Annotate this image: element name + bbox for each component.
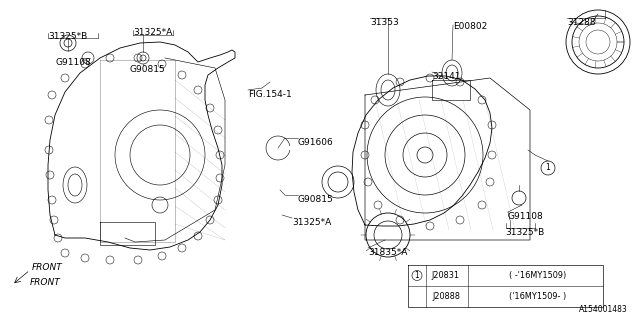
Text: G90815: G90815 bbox=[298, 195, 333, 204]
Text: 1: 1 bbox=[546, 164, 550, 172]
Text: 31835*A: 31835*A bbox=[368, 248, 408, 257]
Text: 31325*A: 31325*A bbox=[292, 218, 332, 227]
Text: J20888: J20888 bbox=[432, 292, 460, 301]
Text: 32141: 32141 bbox=[432, 72, 461, 81]
Text: G91108: G91108 bbox=[56, 58, 92, 67]
Text: 1: 1 bbox=[415, 271, 419, 280]
Text: FRONT: FRONT bbox=[30, 278, 61, 287]
Text: E00802: E00802 bbox=[453, 22, 487, 31]
Text: 31353: 31353 bbox=[370, 18, 399, 27]
Text: G91108: G91108 bbox=[508, 212, 544, 221]
Text: J20831: J20831 bbox=[432, 271, 460, 280]
Text: 31325*B: 31325*B bbox=[48, 32, 87, 41]
Text: ('16MY1509- ): ('16MY1509- ) bbox=[509, 292, 566, 301]
Text: 31325*B: 31325*B bbox=[505, 228, 544, 237]
Text: ( -'16MY1509): ( -'16MY1509) bbox=[509, 271, 566, 280]
Text: FRONT: FRONT bbox=[32, 263, 63, 273]
Text: G90815: G90815 bbox=[130, 65, 166, 74]
Text: FIG.154-1: FIG.154-1 bbox=[248, 90, 292, 99]
Text: A154001483: A154001483 bbox=[579, 305, 628, 314]
Text: 31325*A: 31325*A bbox=[133, 28, 172, 37]
Text: G91606: G91606 bbox=[298, 138, 333, 147]
Text: 31288: 31288 bbox=[567, 18, 596, 27]
